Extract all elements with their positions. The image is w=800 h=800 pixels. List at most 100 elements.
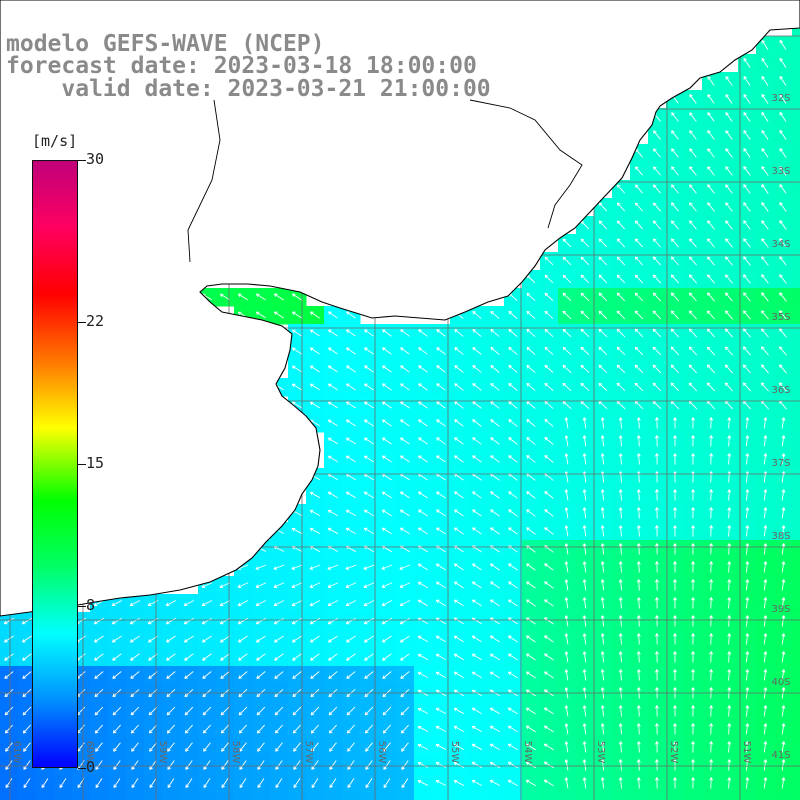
wind-arrow	[453, 725, 465, 733]
wind-arrow	[202, 724, 212, 734]
wind-arrow	[654, 723, 659, 735]
wind-arrow	[582, 705, 587, 717]
wind-arrow	[652, 274, 662, 284]
wind-arrow	[454, 401, 464, 409]
wind-arrow	[490, 365, 500, 373]
wind-arrow	[203, 760, 211, 770]
wind-speed-cell	[792, 234, 800, 253]
wind-arrow	[291, 401, 302, 409]
wind-arrow	[418, 329, 428, 337]
wind-arrow	[781, 435, 786, 447]
wind-arrow	[472, 437, 482, 445]
wind-speed-cell	[792, 90, 800, 109]
wind-speed-cell	[54, 792, 73, 800]
wind-arrow	[580, 346, 590, 356]
wind-arrow	[763, 633, 768, 645]
wind-arrow	[364, 724, 374, 734]
wind-arrow	[634, 274, 644, 284]
wind-arrow	[709, 561, 714, 573]
wind-arrow	[636, 561, 641, 573]
latitude-label: 39S	[771, 604, 790, 615]
wind-arrow	[184, 724, 194, 734]
latitude-label: 33S	[771, 166, 790, 177]
wind-arrow	[707, 220, 715, 230]
wind-arrow	[417, 725, 429, 732]
wind-arrow	[616, 184, 625, 194]
wind-arrow	[526, 383, 536, 391]
wind-arrow	[779, 166, 787, 176]
wind-arrow	[327, 564, 339, 570]
wind-arrow	[727, 417, 732, 429]
wind-arrow	[291, 582, 303, 588]
wind-arrow	[743, 184, 751, 194]
wind-arrow	[453, 617, 464, 625]
wind-arrow	[327, 491, 338, 499]
wind-arrow	[417, 761, 429, 768]
wind-arrow	[688, 292, 697, 302]
wind-arrow	[59, 778, 67, 789]
wind-arrow	[345, 582, 357, 588]
wind-arrow	[347, 778, 355, 789]
wind-arrow	[435, 581, 446, 589]
wind-arrow	[616, 364, 626, 374]
wind-arrow	[309, 617, 320, 625]
wind-arrow	[544, 256, 554, 266]
wind-arrow	[618, 543, 623, 555]
wind-arrow	[745, 543, 750, 555]
wind-speed-cell	[468, 792, 487, 800]
wind-arrow	[382, 437, 392, 445]
wind-arrow	[472, 563, 482, 571]
wind-arrow	[149, 778, 157, 789]
wind-arrow	[724, 310, 733, 320]
wind-arrow	[113, 778, 121, 789]
wind-arrow	[779, 184, 787, 194]
wind-speed-cell	[144, 792, 163, 800]
wind-arrow	[691, 543, 695, 555]
wind-arrow	[745, 453, 750, 465]
wind-speed-cell	[792, 414, 800, 433]
wind-arrow	[564, 723, 569, 735]
wind-arrow	[291, 635, 302, 643]
wind-arrow	[781, 579, 786, 591]
wind-arrow	[346, 671, 356, 679]
wind-arrow	[779, 75, 787, 86]
wind-arrow	[399, 600, 411, 607]
wind-arrow	[653, 148, 661, 158]
wind-arrow	[23, 760, 31, 770]
wind-arrow	[582, 525, 587, 537]
wind-arrow	[472, 383, 482, 391]
wind-arrow	[671, 112, 679, 122]
wind-arrow	[670, 256, 679, 266]
wind-speed-cell	[18, 792, 37, 800]
wind-arrow	[202, 653, 212, 661]
wind-arrow	[725, 130, 733, 140]
wind-arrow	[598, 346, 608, 356]
wind-arrow	[779, 57, 787, 68]
wind-arrow	[673, 723, 677, 735]
wind-arrow	[309, 600, 321, 607]
wind-arrow	[309, 491, 321, 499]
wind-arrow	[526, 563, 536, 571]
wind-arrow	[670, 238, 679, 248]
wind-speed-cell	[108, 792, 127, 800]
wind-arrow	[725, 148, 733, 158]
wind-arrow	[564, 435, 569, 447]
wind-arrow	[564, 651, 569, 663]
wind-arrow	[779, 346, 787, 356]
wind-arrow	[654, 759, 659, 771]
wind-arrow	[689, 238, 697, 248]
wind-arrow	[489, 743, 500, 751]
wind-arrow	[472, 509, 482, 517]
wind-arrow	[489, 725, 500, 733]
wind-arrow	[562, 382, 572, 391]
wind-arrow	[328, 365, 338, 373]
wind-arrow	[291, 347, 302, 355]
wind-arrow	[255, 600, 267, 607]
longitude-label: 55W	[449, 741, 460, 764]
wind-arrow	[616, 238, 626, 248]
wind-arrow	[381, 600, 393, 607]
wind-arrow	[327, 383, 338, 391]
wind-arrow	[22, 653, 32, 661]
wind-arrow	[129, 617, 140, 625]
wind-arrow	[255, 617, 266, 625]
